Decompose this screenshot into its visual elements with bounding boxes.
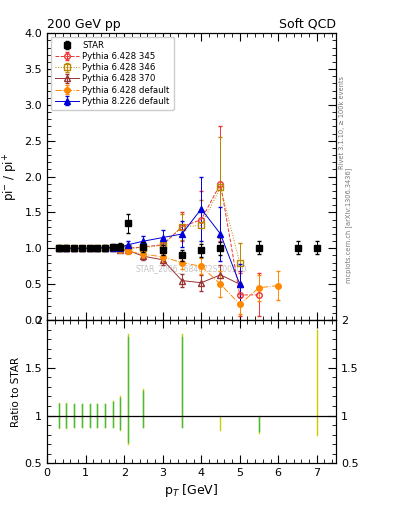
Text: 200 GeV pp: 200 GeV pp — [47, 18, 121, 31]
Y-axis label: Ratio to STAR: Ratio to STAR — [11, 357, 20, 426]
Y-axis label: pi$^{-}$ / pi$^{+}$: pi$^{-}$ / pi$^{+}$ — [2, 153, 20, 201]
Text: STAR_2006_I684872S500200: STAR_2006_I684872S500200 — [136, 264, 247, 273]
Text: mcplots.cern.ch [arXiv:1306.3436]: mcplots.cern.ch [arXiv:1306.3436] — [345, 167, 352, 283]
Text: Soft QCD: Soft QCD — [279, 18, 336, 31]
X-axis label: p$_{T}$ [GeV]: p$_{T}$ [GeV] — [164, 482, 219, 499]
Text: Rivet 3.1.10, ≥ 100k events: Rivet 3.1.10, ≥ 100k events — [339, 76, 345, 169]
Legend: STAR, Pythia 6.428 345, Pythia 6.428 346, Pythia 6.428 370, Pythia 6.428 default: STAR, Pythia 6.428 345, Pythia 6.428 346… — [51, 37, 174, 110]
